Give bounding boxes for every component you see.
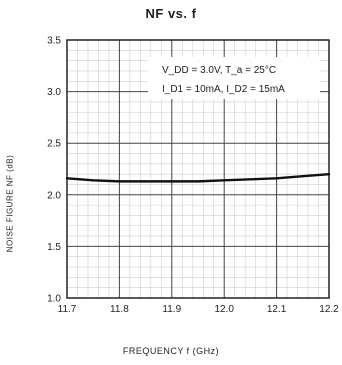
annotation-box: V_DD = 3.0V, T_a = 25°C I_D1 = 10mA, I_D… bbox=[148, 57, 320, 99]
annotation-line-2: I_D1 = 10mA, I_D2 = 15mA bbox=[162, 84, 285, 95]
y-axis-label: NOISE FIGURE NF (dB) bbox=[5, 154, 15, 253]
x-tick-label: 11.8 bbox=[110, 304, 129, 315]
x-tick-label: 12.1 bbox=[267, 304, 287, 315]
y-tick-label: 1.0 bbox=[47, 294, 61, 305]
series-group bbox=[65, 172, 331, 183]
y-tick-label: 3.5 bbox=[47, 36, 61, 47]
y-tick-label: 2.0 bbox=[47, 190, 61, 201]
nf-series-line bbox=[65, 172, 331, 183]
y-tick-label: 1.5 bbox=[47, 242, 61, 253]
x-axis-label: FREQUENCY f (GHz) bbox=[122, 346, 220, 356]
x-tick-labels: 11.7 11.8 11.9 12.0 12.1 12.2 bbox=[58, 304, 340, 315]
chart-title: NF vs. f bbox=[145, 6, 197, 21]
y-tick-label: 2.5 bbox=[47, 139, 61, 150]
x-tick-label: 11.7 bbox=[58, 304, 77, 315]
y-tick-label: 3.0 bbox=[47, 87, 61, 98]
x-tick-label: 12.0 bbox=[214, 304, 234, 315]
y-tick-labels: 1.0 1.5 2.0 2.5 3.0 3.5 bbox=[47, 36, 61, 305]
x-tick-label: 11.9 bbox=[162, 304, 181, 315]
plot-frame bbox=[66, 39, 330, 299]
annotation-line-1: V_DD = 3.0V, T_a = 25°C bbox=[162, 65, 276, 76]
x-tick-label: 12.2 bbox=[319, 304, 339, 315]
